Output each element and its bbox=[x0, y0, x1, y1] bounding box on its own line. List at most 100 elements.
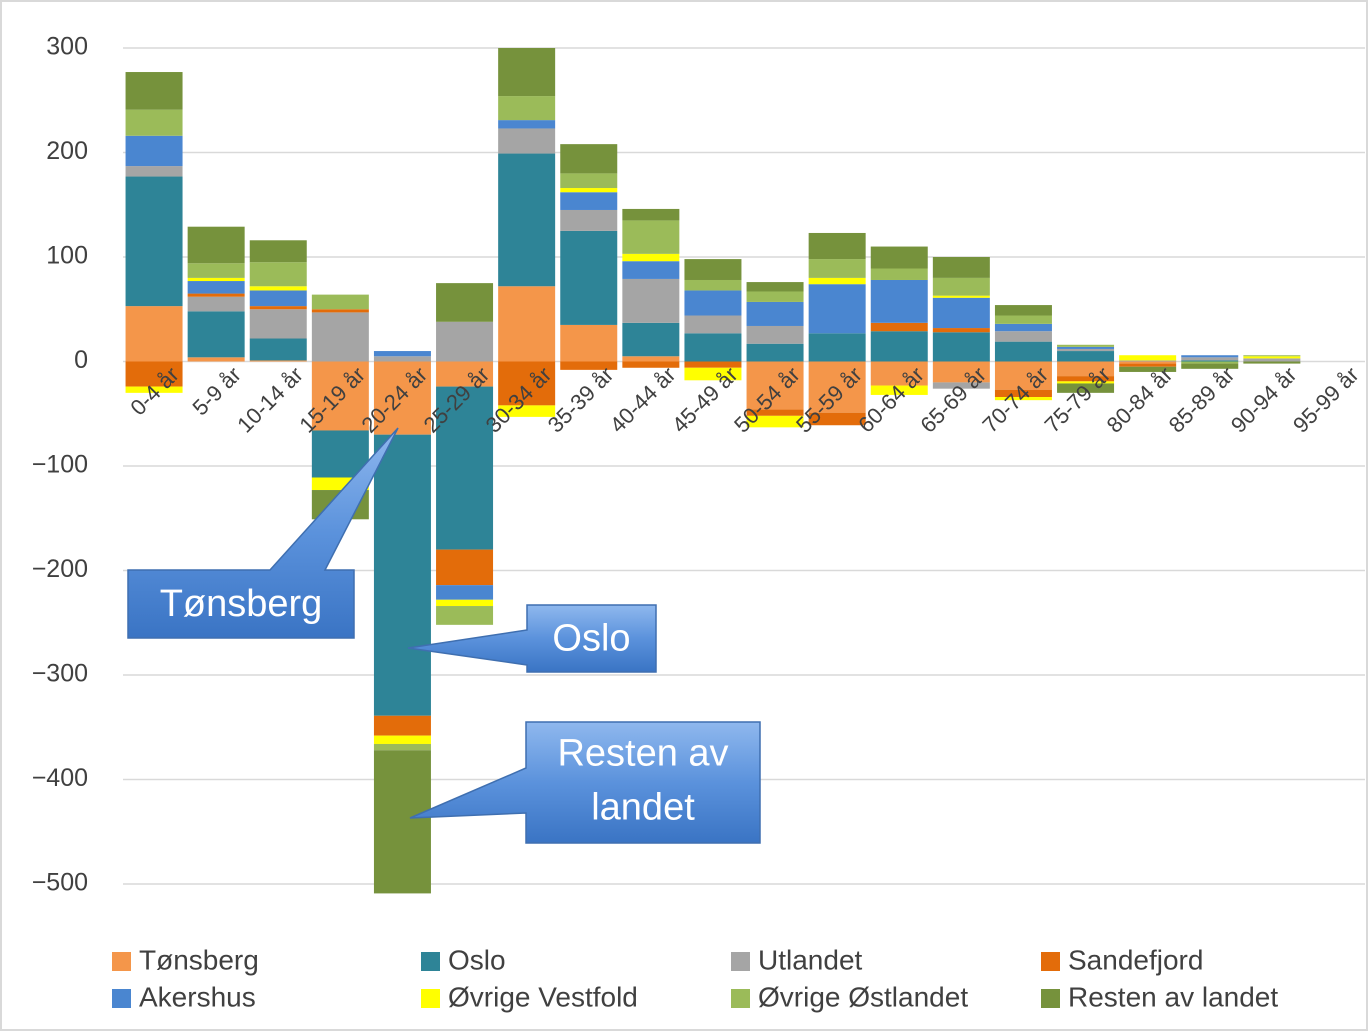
bar-segment bbox=[249, 306, 307, 310]
bar-segment bbox=[311, 312, 369, 362]
legend-swatch bbox=[112, 989, 131, 1008]
bar-segment bbox=[560, 188, 618, 193]
bar-segment bbox=[870, 361, 928, 386]
bar-segment bbox=[560, 230, 618, 325]
legend-label: Tønsberg bbox=[139, 944, 259, 975]
bar-segment bbox=[498, 120, 556, 129]
bar-segment bbox=[808, 232, 866, 260]
bar-segment bbox=[1057, 381, 1115, 384]
bar-segment bbox=[498, 48, 556, 97]
bar-segment bbox=[808, 412, 866, 426]
bar-segment bbox=[498, 153, 556, 287]
legend-swatch bbox=[421, 989, 440, 1008]
bar-segment bbox=[311, 309, 369, 313]
bar-segment bbox=[932, 361, 990, 383]
bar-segment bbox=[622, 220, 680, 254]
bar-segment bbox=[187, 263, 245, 278]
bar-segment bbox=[249, 240, 307, 263]
bar-segment bbox=[436, 585, 494, 600]
legend-swatch bbox=[731, 989, 750, 1008]
bar-segment bbox=[498, 128, 556, 154]
bar-segment bbox=[1243, 358, 1301, 362]
bar-segment bbox=[994, 389, 1052, 398]
bar-segment bbox=[125, 135, 183, 167]
bar-segment bbox=[994, 323, 1052, 332]
legend-label: Akershus bbox=[139, 981, 256, 1012]
y-tick-label: 100 bbox=[46, 242, 88, 270]
bar-segment bbox=[684, 279, 742, 291]
legend-label: Sandefjord bbox=[1068, 944, 1203, 975]
bar-segment bbox=[808, 284, 866, 334]
bar-segment bbox=[808, 259, 866, 278]
bar-segment bbox=[249, 290, 307, 307]
bar-segment bbox=[808, 277, 866, 285]
bar-segment bbox=[1181, 360, 1239, 362]
callout-text: Tønsberg bbox=[160, 583, 323, 625]
bar-segment bbox=[1119, 361, 1177, 364]
bar-segment bbox=[187, 226, 245, 264]
bar-segment bbox=[994, 397, 1052, 401]
bar-segment bbox=[498, 361, 556, 406]
bar-segment bbox=[311, 430, 369, 478]
y-tick-label: 0 bbox=[74, 346, 88, 374]
bar-segment bbox=[311, 294, 369, 310]
bar-segment bbox=[1057, 348, 1115, 352]
bar-segment bbox=[1057, 361, 1115, 377]
bar-segment bbox=[932, 295, 990, 298]
bar-segment bbox=[994, 361, 1052, 390]
bar-segment bbox=[684, 259, 742, 280]
bar-segment bbox=[746, 282, 804, 292]
bar-segment bbox=[373, 361, 431, 435]
bar-segment bbox=[622, 356, 680, 362]
bar-segment bbox=[436, 283, 494, 322]
bar-segment bbox=[1243, 361, 1301, 364]
bar-segment bbox=[436, 599, 494, 607]
bar-segment bbox=[125, 306, 183, 362]
bar-segment bbox=[498, 96, 556, 121]
bar-segment bbox=[994, 305, 1052, 316]
legend-swatch bbox=[1041, 952, 1060, 971]
bar-segment bbox=[746, 343, 804, 362]
bar-segment bbox=[808, 361, 866, 413]
bar-segment bbox=[1181, 357, 1239, 361]
bar-segment bbox=[1057, 344, 1115, 347]
bar-segment bbox=[373, 351, 431, 357]
bar-segment bbox=[932, 382, 990, 389]
bar-segment bbox=[311, 361, 369, 431]
bar-segment bbox=[125, 386, 183, 393]
bar-segment bbox=[870, 279, 928, 323]
bar-segment bbox=[373, 735, 431, 744]
bar-segment bbox=[1119, 355, 1177, 361]
bar-segment bbox=[746, 409, 804, 416]
bar-segment bbox=[684, 367, 742, 381]
bar-segment bbox=[436, 361, 494, 387]
legend-swatch bbox=[421, 952, 440, 971]
bar-segment bbox=[560, 209, 618, 231]
bar-segment bbox=[684, 290, 742, 316]
bar-segment bbox=[187, 296, 245, 312]
bar-segment bbox=[560, 192, 618, 210]
bar-segment bbox=[373, 743, 431, 751]
bar-segment bbox=[560, 361, 618, 370]
bar-segment bbox=[932, 297, 990, 329]
callout-text: Resten av bbox=[557, 733, 728, 775]
bar-segment bbox=[746, 301, 804, 326]
bar-segment bbox=[870, 331, 928, 362]
bar-segment bbox=[187, 281, 245, 294]
bar-segment bbox=[498, 286, 556, 362]
bar-segment bbox=[684, 361, 742, 368]
bar-segment bbox=[870, 246, 928, 269]
bar-segment bbox=[870, 268, 928, 280]
bar-segment bbox=[1181, 361, 1239, 364]
y-tick-label: 200 bbox=[46, 137, 88, 165]
bar-segment bbox=[249, 338, 307, 361]
callout-box bbox=[407, 604, 657, 673]
bar-segment bbox=[560, 324, 618, 362]
y-tick-label: 300 bbox=[46, 33, 88, 61]
bar-segment bbox=[187, 293, 245, 297]
bar-segment bbox=[932, 277, 990, 296]
bar-segment bbox=[746, 291, 804, 302]
